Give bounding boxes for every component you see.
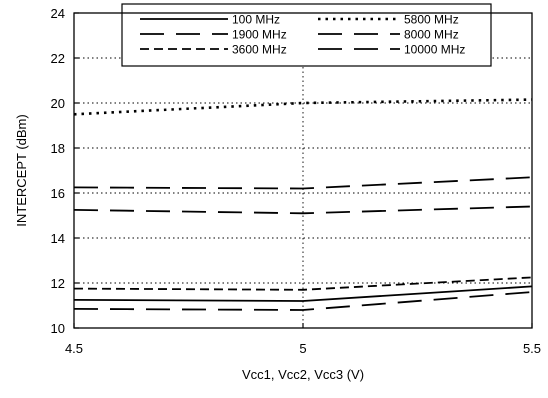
y-tick-label: 20 (51, 96, 65, 111)
axis-ticks: 10 12 14 16 18 20 22 24 4.5 5 5.5 (51, 6, 542, 356)
y-tick-label: 10 (51, 321, 65, 336)
series-line-3600-mhz (73, 276, 533, 291)
legend: 100 MHz 5800 MHz 1900 MHz 8000 MHz 3600 MHz 1… (121, 3, 492, 67)
legend-label: 3600 MHz (232, 43, 287, 57)
y-tick-label: 22 (51, 51, 65, 66)
series-lines (73, 98, 533, 311)
grid (74, 13, 532, 328)
x-tick-label: 5.5 (523, 341, 541, 356)
series-line-1900-mhz (73, 205, 533, 215)
series-line-10000-mhz (73, 291, 533, 311)
legend-label: 1900 MHz (232, 28, 287, 42)
y-tick-label: 18 (51, 141, 65, 156)
y-axis-label: INTERCEPT (dBm) (14, 114, 29, 226)
y-tick-label: 24 (51, 6, 65, 21)
y-tick-label: 12 (51, 276, 65, 291)
series-line-8000-mhz (73, 176, 533, 190)
x-tick-label: 4.5 (65, 341, 83, 356)
x-axis-label: Vcc1, Vcc2, Vcc3 (V) (242, 367, 364, 382)
legend-label: 5800 MHz (404, 13, 459, 27)
y-tick-label: 14 (51, 231, 65, 246)
legend-label: 10000 MHz (404, 43, 465, 57)
x-tick-label: 5 (299, 341, 306, 356)
series-line-5800-mhz (73, 98, 533, 116)
legend-label: 100 MHz (232, 13, 280, 27)
series-line-100-mhz (73, 285, 533, 302)
y-tick-label: 16 (51, 186, 65, 201)
legend-box (121, 3, 492, 67)
legend-label: 8000 MHz (404, 28, 459, 42)
